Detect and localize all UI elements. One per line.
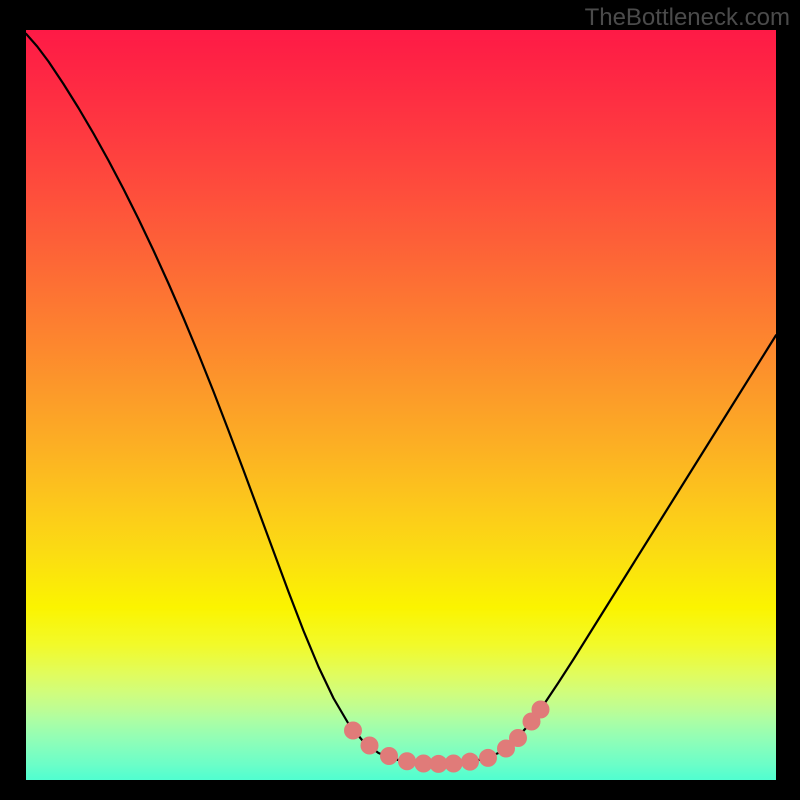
valley-marker <box>509 729 527 747</box>
valley-marker <box>479 749 497 767</box>
valley-marker <box>532 701 550 719</box>
valley-marker <box>344 722 362 740</box>
chart-plot-area <box>26 30 776 780</box>
valley-marker <box>445 755 463 773</box>
valley-marker <box>361 737 379 755</box>
valley-marker <box>398 752 416 770</box>
watermark-text: TheBottleneck.com <box>585 4 790 32</box>
valley-marker <box>380 747 398 765</box>
gradient-background <box>26 30 776 780</box>
valley-marker <box>461 753 479 771</box>
chart-svg <box>26 30 776 780</box>
